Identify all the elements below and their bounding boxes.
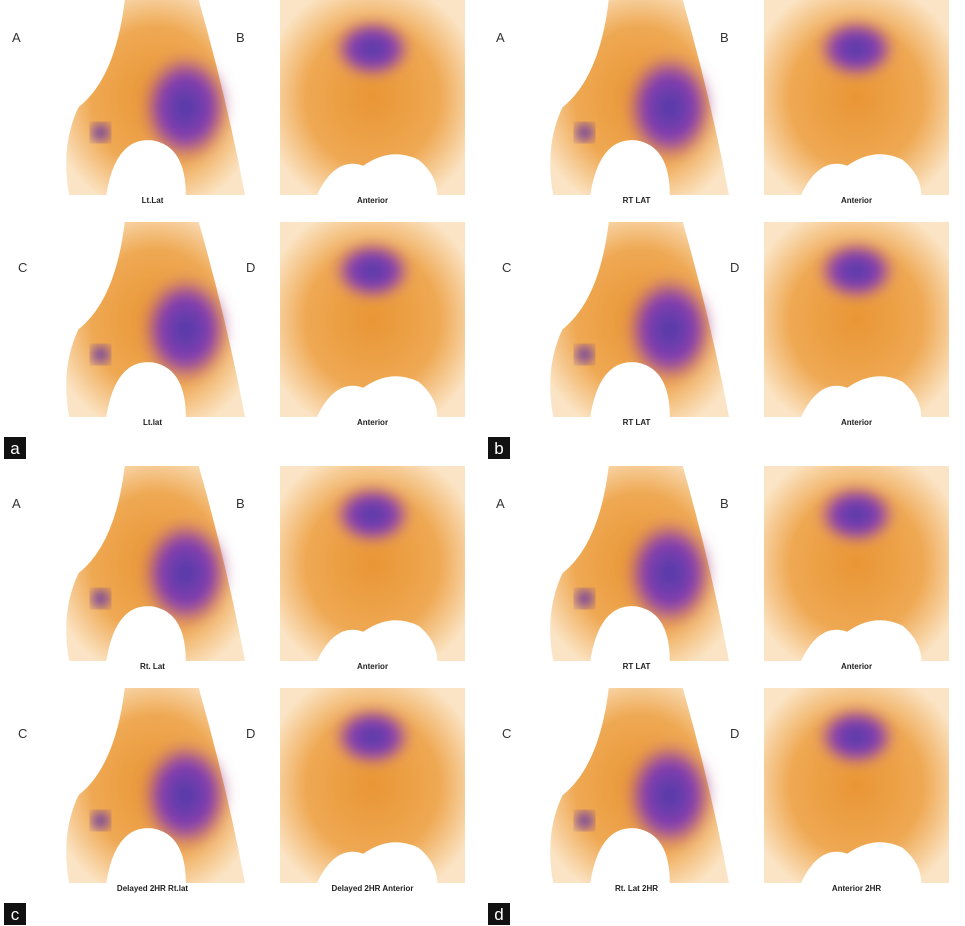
image-caption: Anterior [357,662,388,671]
image-caption: Anterior [357,196,388,205]
uptake [576,124,594,142]
uptake [576,590,594,608]
figure: Lt.Lat A Anterior B Lt.lat C Anterior Da RT LAT A… [0,0,965,926]
uptake [92,346,110,364]
image-caption: Anterior [841,662,872,671]
scan-image [280,0,465,195]
scan-image [764,466,949,661]
scan-image [280,222,465,417]
image-letter: B [720,496,729,511]
image-caption: Lt.lat [143,418,162,427]
scan-image [764,222,949,417]
image-caption: Delayed 2HR Anterior [332,884,414,893]
panel-label: a [10,439,20,458]
image-letter: D [246,260,255,275]
image-caption: Anterior [357,418,388,427]
image-letter: D [730,726,739,741]
scan-image [280,466,465,661]
panel-label: d [494,905,503,924]
image-letter: C [502,260,511,275]
image-letter: A [496,496,505,511]
image-letter: B [236,496,245,511]
image-letter: B [236,30,245,45]
image-caption: RT LAT [623,662,651,671]
panel-label: b [494,439,503,458]
uptake [576,812,594,830]
uptake [333,241,413,301]
scan-image [280,688,465,883]
scan-image [764,0,949,195]
image-letter: B [720,30,729,45]
image-caption: RT LAT [623,196,651,205]
panel-label: c [11,905,20,924]
uptake [92,812,110,830]
uptake [817,241,897,301]
image-caption: Anterior 2HR [832,884,882,893]
image-letter: A [496,30,505,45]
scan-image [764,688,949,883]
image-caption: Rt. Lat [140,662,165,671]
image-letter: C [502,726,511,741]
image-caption: Delayed 2HR Rt.lat [117,884,188,893]
image-letter: C [18,260,27,275]
uptake [817,707,897,767]
uptake [576,346,594,364]
uptake [333,707,413,767]
image-letter: C [18,726,27,741]
image-caption: Lt.Lat [142,196,164,205]
image-caption: Anterior [841,196,872,205]
image-caption: Anterior [841,418,872,427]
uptake [333,485,413,545]
image-letter: A [12,496,21,511]
image-letter: D [246,726,255,741]
image-caption: RT LAT [623,418,651,427]
uptake [92,124,110,142]
uptake [817,485,897,545]
image-caption: Rt. Lat 2HR [615,884,658,893]
uptake [92,590,110,608]
uptake [333,19,413,79]
uptake [817,19,897,79]
image-letter: A [12,30,21,45]
image-letter: D [730,260,739,275]
